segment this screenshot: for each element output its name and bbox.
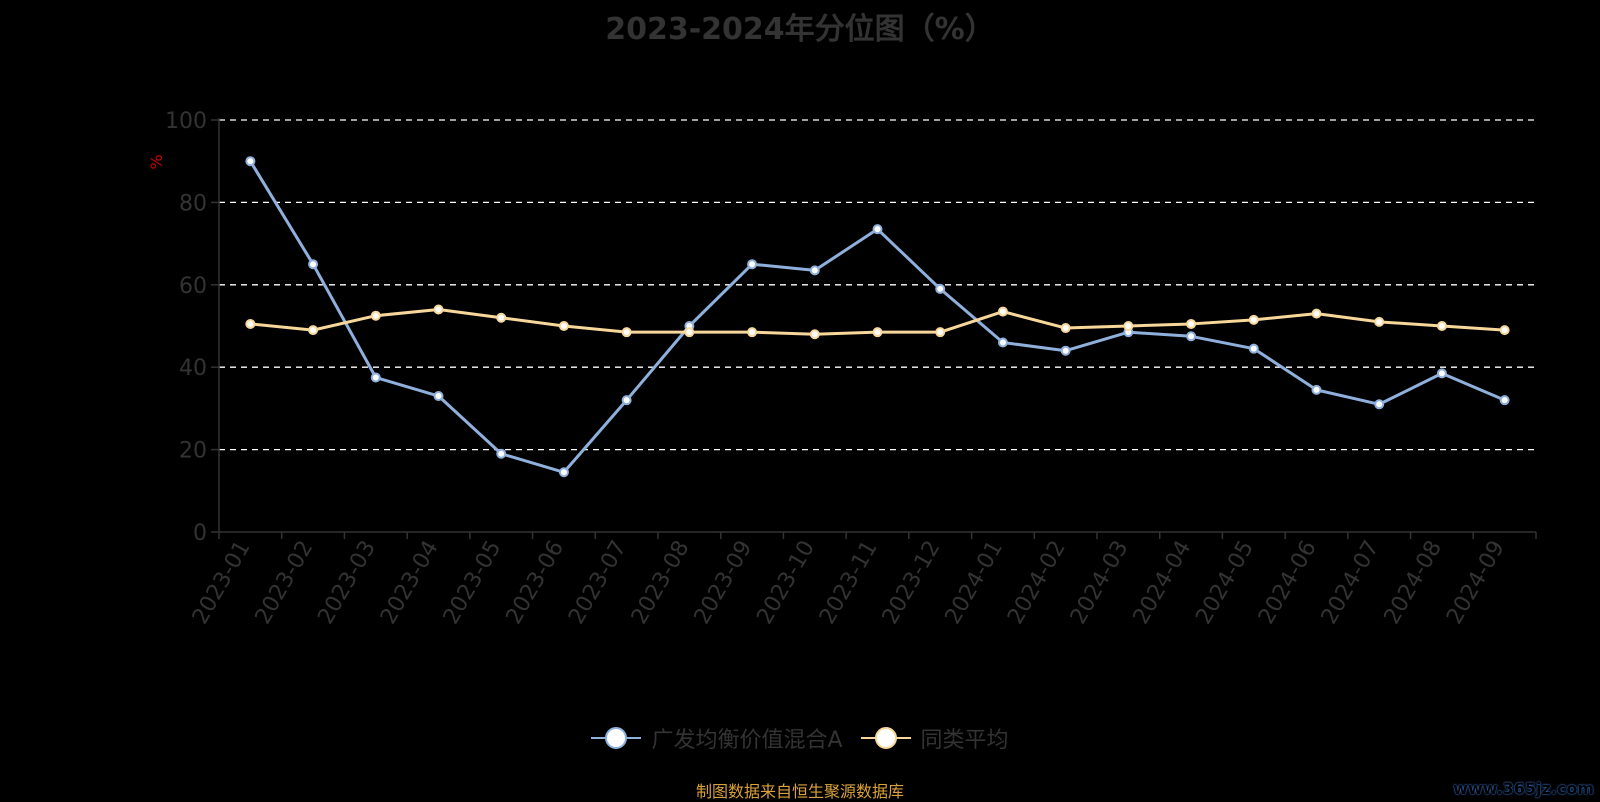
- x-tick-label-2024-08: 2024-08: [1380, 537, 1448, 629]
- y-tick-label-0: 0: [193, 521, 207, 546]
- x-tick-label-2023-08: 2023-08: [627, 537, 695, 629]
- data-point-s1-2024-04: [1186, 318, 1197, 329]
- data-point-s1-2023-12: [935, 327, 946, 338]
- x-tick-label-2024-04: 2024-04: [1129, 537, 1197, 629]
- legend-label-fund: 广发均衡价值混合A: [651, 728, 843, 753]
- x-tick-label-2023-07: 2023-07: [564, 537, 632, 629]
- x-tick-label-2023-09: 2023-09: [690, 537, 758, 629]
- y-tick-label-20: 20: [179, 439, 207, 464]
- x-tick-label-2023-04: 2023-04: [376, 537, 444, 629]
- x-tick-label-2023-03: 2023-03: [313, 537, 381, 629]
- data-point-s0-2023-02: [308, 259, 319, 270]
- y-tick-label-100: 100: [165, 109, 207, 134]
- data-point-s1-2023-11: [872, 327, 883, 338]
- data-point-s1-2023-07: [621, 327, 632, 338]
- x-tick-label-2024-01: 2024-01: [941, 537, 1009, 629]
- data-point-s0-2024-08: [1436, 368, 1447, 379]
- legend-marker-fund-icon: [591, 727, 642, 749]
- data-point-s0-2023-04: [433, 391, 444, 402]
- data-point-s0-2023-03: [370, 372, 381, 383]
- data-point-s0-2024-09: [1499, 395, 1510, 406]
- data-point-s1-2023-05: [496, 312, 507, 323]
- data-point-s1-2024-08: [1436, 321, 1447, 331]
- legend-item-fund[interactable]: 广发均衡价值混合A: [591, 722, 843, 754]
- data-point-s0-2024-06: [1311, 384, 1322, 395]
- chart-legend: 广发均衡价值混合A 同类平均: [0, 722, 1600, 754]
- chart-title: 2023-2024年分位图（%）: [605, 12, 995, 47]
- data-point-s0-2023-10: [809, 265, 820, 276]
- x-tick-label-2023-06: 2023-06: [502, 537, 570, 629]
- x-tick-label-2023-12: 2023-12: [878, 537, 946, 629]
- data-point-s1-2023-08: [684, 327, 695, 338]
- x-tick-label-2023-02: 2023-02: [251, 537, 319, 629]
- data-point-s1-2024-02: [1060, 323, 1071, 334]
- data-point-s1-2024-03: [1123, 321, 1134, 331]
- data-point-s1-2023-01: [245, 318, 256, 329]
- data-point-s0-2024-01: [997, 337, 1008, 348]
- legend-item-category-average[interactable]: 同类平均: [860, 722, 1009, 754]
- x-tick-label-2024-03: 2024-03: [1066, 537, 1134, 629]
- data-point-s1-2024-07: [1374, 316, 1385, 327]
- x-tick-label-2024-09: 2024-09: [1442, 537, 1510, 629]
- legend-label-category-average: 同类平均: [920, 728, 1009, 753]
- data-point-s1-2023-03: [370, 310, 381, 321]
- x-tick-label-2024-06: 2024-06: [1254, 537, 1322, 629]
- data-point-s0-2024-04: [1186, 331, 1197, 342]
- data-point-s0-2023-09: [747, 259, 758, 270]
- x-tick-label-2023-05: 2023-05: [439, 537, 507, 629]
- x-tick-label-2024-07: 2024-07: [1317, 537, 1385, 629]
- x-tick-label-2023-10: 2023-10: [752, 537, 820, 629]
- data-point-s0-2023-11: [872, 224, 883, 235]
- data-point-s0-2024-02: [1060, 345, 1071, 356]
- data-point-s1-2023-04: [433, 304, 444, 315]
- data-point-s1-2024-06: [1311, 308, 1322, 319]
- data-point-s1-2023-10: [809, 329, 820, 340]
- y-axis-label: %: [147, 154, 166, 169]
- data-point-s1-2024-01: [997, 306, 1008, 317]
- data-point-s1-2023-02: [308, 325, 319, 336]
- data-point-s1-2024-05: [1248, 314, 1259, 325]
- y-tick-label-60: 60: [179, 274, 207, 299]
- data-point-s1-2023-09: [747, 327, 758, 338]
- data-point-s0-2023-07: [621, 395, 632, 406]
- x-tick-label-2024-05: 2024-05: [1191, 537, 1259, 629]
- data-point-s0-2023-12: [935, 283, 946, 294]
- data-point-s0-2024-05: [1248, 343, 1259, 354]
- data-point-s1-2023-06: [558, 321, 569, 331]
- y-tick-label-40: 40: [179, 356, 207, 381]
- data-point-s1-2024-09: [1499, 325, 1510, 336]
- x-tick-label-2023-11: 2023-11: [815, 537, 883, 629]
- watermark: www.365jz.com: [1453, 779, 1594, 798]
- data-point-s0-2024-07: [1374, 399, 1385, 410]
- data-point-s0-2023-05: [496, 448, 507, 459]
- legend-marker-category-average-icon: [860, 727, 911, 749]
- source-note: 制图数据来自恒生聚源数据库: [695, 782, 904, 801]
- x-tick-label-2024-02: 2024-02: [1003, 537, 1071, 629]
- x-tick-label-2023-01: 2023-01: [188, 537, 256, 629]
- data-point-s0-2023-01: [245, 156, 256, 167]
- y-tick-label-80: 80: [179, 191, 207, 216]
- data-point-s0-2023-06: [558, 467, 569, 478]
